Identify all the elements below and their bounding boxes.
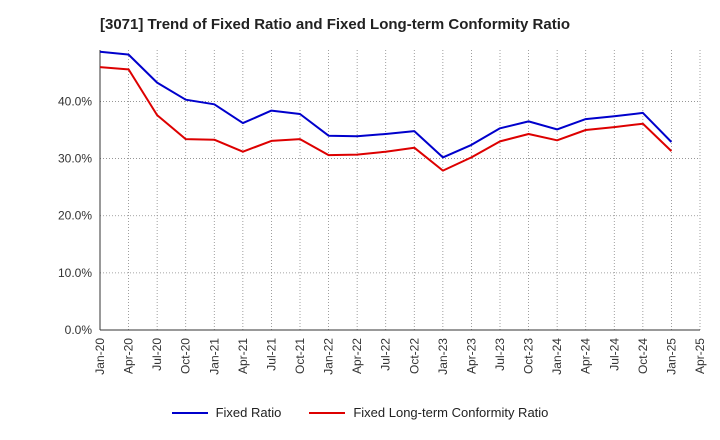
x-tick-label: Oct-20 (179, 338, 193, 374)
y-tick-label: 40.0% (58, 94, 92, 108)
x-tick-label: Apr-25 (693, 338, 707, 374)
x-tick-label: Apr-24 (579, 338, 593, 374)
x-tick-labels: Jan-20 Apr-20 Jul-20 Oct-20 Jan-21 Apr-21 Jul-… (93, 338, 707, 375)
x-tick-label: Jan-25 (664, 338, 678, 375)
chart-title: [3071] Trend of Fixed Ratio and Fixed Lo… (100, 16, 571, 33)
x-tick-label: Jan-24 (550, 338, 564, 375)
x-tick-label: Apr-22 (350, 338, 364, 374)
grid (100, 50, 701, 330)
y-tick-label: 0.0% (65, 323, 93, 337)
x-tick-label: Jul-21 (264, 338, 278, 371)
legend-item-fixed-long-term-conformity-ratio: Fixed Long-term Conformity Ratio (309, 405, 548, 420)
axes (99, 50, 700, 331)
x-tick-label: Jul-20 (150, 338, 164, 371)
y-tick-label: 10.0% (58, 266, 92, 280)
x-tick-label: Jul-22 (379, 338, 393, 371)
x-tick-label: Jan-22 (322, 338, 336, 375)
y-tick-label: 30.0% (58, 152, 92, 166)
x-tick-label: Oct-23 (522, 338, 536, 374)
legend-swatch-fixed-ratio (171, 411, 208, 414)
legend-label-fixed-ratio: Fixed Ratio (215, 405, 282, 420)
legend-swatch-fixed-long-term-conformity-ratio (309, 411, 346, 414)
x-tick-label: Apr-20 (122, 338, 136, 374)
x-tick-label: Apr-23 (464, 338, 478, 374)
y-tick-labels: 0.0% 10.0% 20.0% 30.0% 40.0% (58, 94, 92, 337)
legend-label-fixed-long-term-conformity-ratio: Fixed Long-term Conformity Ratio (353, 405, 549, 420)
x-tick-label: Oct-24 (636, 338, 650, 374)
x-tick-label: Oct-22 (407, 338, 421, 374)
series-line-fixed-long-term-conformity-ratio (99, 66, 673, 172)
legend: Fixed Ratio Fixed Long-term Conformity R… (0, 405, 720, 420)
x-tick-label: Apr-21 (236, 338, 250, 374)
series-line-fixed-ratio (99, 50, 673, 159)
x-tick-label: Jan-21 (207, 338, 221, 375)
x-tick-label: Jul-23 (493, 338, 507, 371)
x-tick-label: Jan-23 (436, 338, 450, 375)
legend-item-fixed-ratio: Fixed Ratio (171, 405, 282, 420)
y-tick-label: 20.0% (58, 209, 92, 223)
x-tick-label: Jul-24 (607, 338, 621, 371)
x-tick-label: Oct-21 (293, 338, 307, 374)
series-lines (99, 50, 673, 172)
x-tick-label: Jan-20 (93, 338, 107, 375)
